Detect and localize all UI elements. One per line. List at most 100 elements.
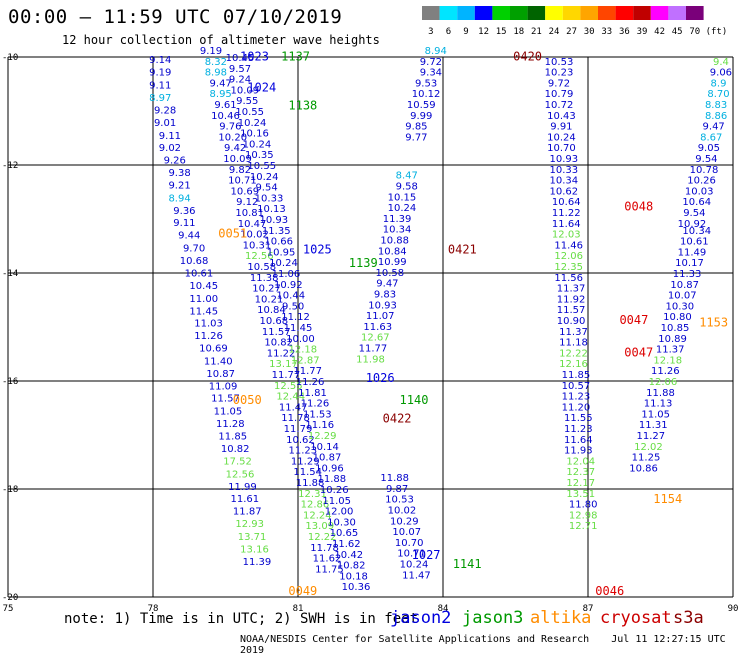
wave-height-point: 9.21 [168, 180, 190, 191]
wave-height-point: 10.03 [685, 186, 714, 197]
wave-height-point: 11.06 [272, 269, 301, 280]
wave-height-point: 11.26 [651, 366, 680, 377]
wave-height-point: 10.90 [557, 316, 586, 327]
wave-height-point: 8.98 [205, 68, 227, 79]
wave-height-point: 11.87 [233, 507, 262, 518]
wave-height-point: 11.05 [641, 409, 670, 420]
wave-height-point: 9.44 [178, 231, 200, 242]
x-tick-label: 78 [148, 604, 159, 614]
wave-height-point: 10.78 [690, 165, 719, 176]
wave-height-point: 9.47 [703, 122, 725, 133]
wave-height-point: 10.55 [235, 107, 264, 118]
wave-height-point: 9.76 [219, 122, 241, 133]
wave-height-point: 9.38 [168, 168, 190, 179]
wave-height-point: 12.18 [289, 345, 318, 356]
wave-height-point: 9.06 [710, 68, 732, 79]
wave-height-point: 10.42 [334, 550, 363, 561]
wave-height-point: 11.57 [557, 305, 586, 316]
wave-height-point: 11.77 [293, 366, 322, 377]
wave-height-point: 12.06 [554, 251, 583, 262]
pass-time-label: 0048 [624, 200, 653, 214]
wave-height-point: 12.16 [559, 359, 588, 370]
wave-height-point: 13.51 [566, 489, 595, 500]
wave-height-point: 12.22 [308, 532, 337, 543]
wave-height-point: 11.54 [293, 467, 322, 478]
wave-height-point: 12.18 [653, 355, 682, 366]
pass-time-label: 0050 [233, 393, 262, 407]
x-tick-label: 81 [293, 604, 304, 614]
wave-height-point: 12.31 [298, 489, 327, 500]
wave-height-point: 10.84 [378, 246, 407, 257]
wave-height-point: 10.15 [388, 192, 417, 203]
wave-height-point: 10.14 [310, 442, 339, 453]
wave-height-point: 9.19 [200, 46, 222, 57]
wave-height-point: 10.09 [231, 85, 260, 96]
wave-height-point: 10.46 [211, 111, 240, 122]
wave-height-point: 11.31 [639, 420, 668, 431]
wave-height-point: 11.05 [322, 496, 351, 507]
wave-height-point: 12.35 [554, 262, 583, 273]
wave-height-point: 11.88 [318, 474, 347, 485]
wave-height-point: 10.36 [342, 582, 371, 593]
wave-height-point: 10.47 [238, 219, 267, 230]
wave-height-point: 9.11 [173, 218, 195, 229]
legend-altika: altika [530, 608, 592, 628]
wave-height-point: 10.02 [240, 230, 269, 241]
colorbar-swatch [668, 6, 686, 20]
wave-height-point: 10.53 [385, 495, 414, 506]
wave-height-point: 11.22 [552, 208, 581, 219]
wave-height-point: 8.97 [149, 93, 171, 104]
wave-height-point: 10.30 [327, 517, 356, 528]
wave-height-point: 10.65 [330, 528, 359, 539]
wave-height-point: 12.22 [559, 348, 588, 359]
wave-height-point: 9.61 [214, 100, 236, 111]
wave-height-point: 10.95 [267, 247, 296, 258]
wave-height-point: 10.07 [392, 527, 421, 538]
wave-height-point: 10.16 [240, 129, 269, 140]
wave-height-point: 11.27 [637, 431, 666, 442]
wave-height-point: 11.57 [262, 327, 291, 338]
wave-height-point: 12.87 [291, 355, 320, 366]
wave-height-point: 11.62 [332, 539, 361, 550]
x-tick-label: 87 [583, 604, 594, 614]
wave-height-point: 11.63 [363, 322, 392, 333]
wave-height-point: 10.58 [247, 262, 276, 273]
colorbar-swatch [474, 6, 493, 20]
colorbar-swatch [650, 6, 669, 20]
wave-height-point: 11.57 [211, 394, 240, 405]
wave-height-point: 11.40 [204, 356, 233, 367]
wave-height-point: 9.53 [415, 78, 437, 89]
wave-height-point: 10.88 [380, 236, 409, 247]
wave-height-point: 9.58 [396, 182, 418, 193]
wave-height-point: 12.71 [569, 521, 598, 532]
wave-height-point: 9.47 [376, 279, 398, 290]
wave-height-point: 10.72 [545, 100, 574, 111]
wave-height-point: 11.78 [281, 413, 310, 424]
wave-height-point: 11.81 [298, 388, 327, 399]
wave-height-point: 9.99 [410, 111, 432, 122]
wave-height-point: 10.24 [400, 560, 429, 571]
wave-height-point: 11.33 [673, 269, 702, 280]
wave-height-point: 10.70 [395, 538, 424, 549]
wave-height-point: 12.24 [303, 510, 332, 521]
wave-height-point: 10.93 [550, 154, 579, 165]
wave-height-point: 8.9 [711, 78, 727, 89]
wave-height-point: 11.45 [284, 323, 313, 334]
colorbar-tick-label: 39 [637, 27, 648, 37]
wave-height-point: 9.11 [149, 81, 171, 92]
wave-height-point: 9.24 [229, 75, 251, 86]
wave-height-point: 12.67 [361, 333, 390, 344]
colorbar-tick-label: 21 [531, 27, 542, 37]
wave-height-point: 10.20 [218, 132, 247, 143]
colorbar-unit: (ft) [706, 27, 728, 37]
axes: 75 78 81 84 87 90 -10 -12 -14 -16 -18 -20 [2, 53, 738, 614]
wave-height-point: 12.17 [566, 478, 595, 489]
wave-height-point: 10.45 [189, 281, 218, 292]
wave-height-point: 9.11 [159, 131, 181, 142]
wave-height-point: 10.89 [658, 334, 687, 345]
colorbar-tick-label: 45 [672, 27, 683, 37]
wave-height-point: 12.56 [226, 469, 255, 480]
wave-height-point: 11.28 [216, 419, 245, 430]
wave-height-point: 11.88 [296, 478, 325, 489]
wave-height-point: 11.00 [189, 294, 218, 305]
